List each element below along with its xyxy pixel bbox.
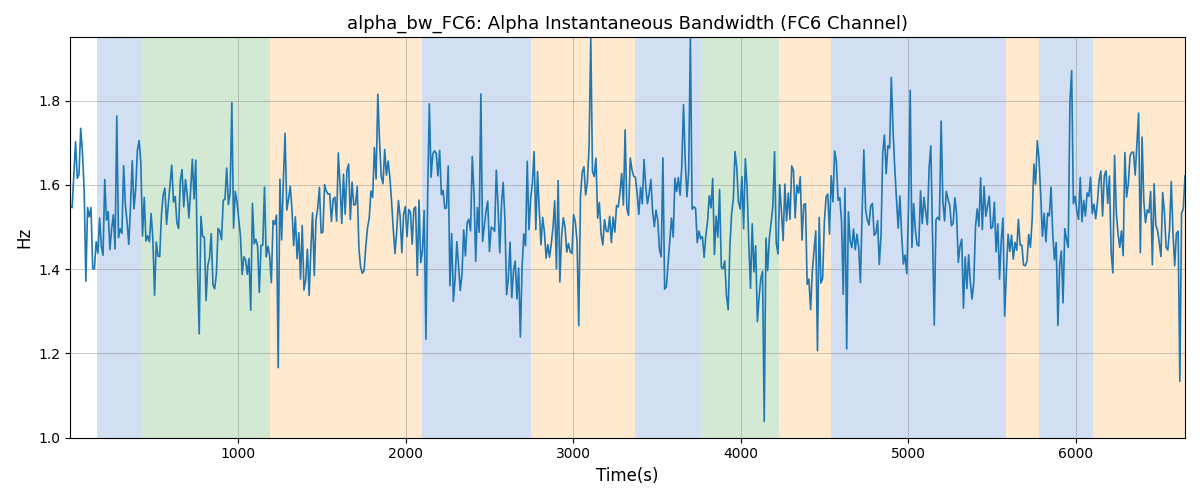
Bar (635, 38, 677, 438)
Bar (532, 38, 635, 438)
Bar (779, 38, 832, 438)
Bar (422, 38, 532, 438)
Bar (1006, 38, 1039, 438)
Bar (143, 38, 270, 438)
Bar (844, 38, 1006, 438)
Bar (677, 38, 701, 438)
Bar (97, 38, 143, 438)
Bar (1093, 38, 1186, 438)
Bar (701, 38, 779, 438)
Bar (1039, 38, 1093, 438)
Bar (270, 38, 422, 438)
Bar (832, 38, 844, 438)
Title: alpha_bw_FC6: Alpha Instantaneous Bandwidth (FC6 Channel): alpha_bw_FC6: Alpha Instantaneous Bandwi… (347, 15, 908, 34)
Y-axis label: Hz: Hz (14, 227, 32, 248)
X-axis label: Time(s): Time(s) (596, 467, 659, 485)
